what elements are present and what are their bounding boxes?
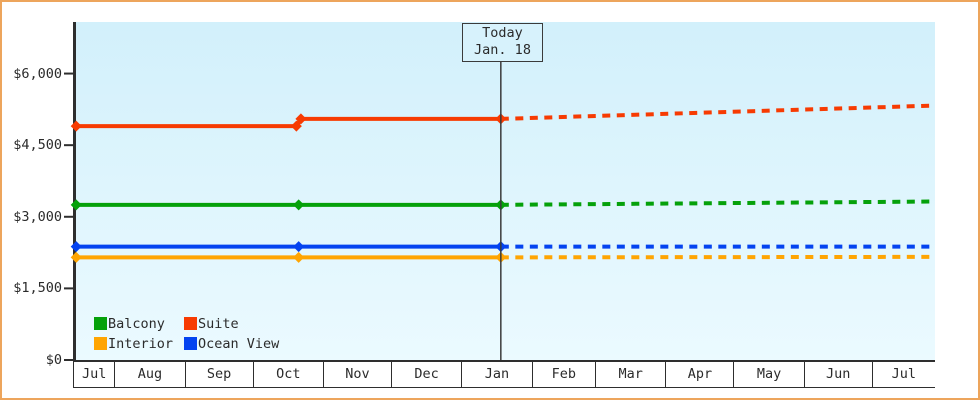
month-cell-oct-3: Oct	[253, 360, 324, 388]
y-axis-tick-label: $0	[45, 352, 62, 368]
legend-swatch-ocean-view	[184, 337, 197, 350]
legend-label-interior: Interior	[108, 335, 174, 352]
data-point-marker-ocean-view	[293, 241, 305, 253]
y-axis-tick-label: $1,500	[13, 280, 62, 297]
legend: Balcony Suite Interior Ocean View	[94, 315, 280, 352]
y-axis-tick-label: $4,500	[13, 137, 62, 154]
y-axis-tick-label: $6,000	[13, 65, 62, 82]
month-cell-dec-5: Dec	[391, 360, 463, 388]
series-forecast-line-suite	[500, 103, 936, 121]
month-cell-sep-2: Sep	[185, 360, 254, 388]
legend-label-balcony: Balcony	[108, 315, 165, 332]
legend-item-suite: Suite	[184, 315, 279, 332]
legend-swatch-interior	[94, 337, 107, 350]
y-axis-tick-label: $3,000	[13, 208, 62, 225]
data-point-marker-balcony	[293, 199, 305, 211]
today-label: Today	[482, 25, 523, 41]
data-point-marker-interior	[293, 251, 305, 263]
legend-swatch-balcony	[94, 317, 107, 330]
month-cell-jan-6: Jan	[462, 360, 533, 388]
data-point-marker-balcony	[70, 199, 82, 211]
series-forecast-line-balcony	[500, 199, 936, 207]
legend-label-ocean-view: Ocean View	[198, 335, 280, 352]
month-cell-feb-7: Feb	[532, 360, 597, 388]
data-point-marker-ocean-view	[70, 241, 82, 253]
month-cell-jun-11: Jun	[804, 360, 873, 388]
series-line-suite	[74, 116, 503, 129]
data-point-marker-suite	[70, 120, 82, 132]
plot-area-background	[73, 22, 935, 360]
data-point-marker-suite	[290, 120, 302, 132]
legend-item-balcony: Balcony	[94, 315, 184, 332]
legend-item-interior: Interior	[94, 335, 184, 352]
month-cell-may-10: May	[734, 360, 805, 388]
legend-swatch-suite	[184, 317, 197, 330]
legend-label-suite: Suite	[198, 315, 239, 332]
month-cell-apr-9: Apr	[666, 360, 735, 388]
x-axis-month-row: Jul Aug Sep Oct Nov Dec Jan Feb Mar Apr May Jun Jul	[2, 360, 978, 388]
month-cell-jul-0: Jul	[73, 360, 116, 388]
today-date: Jan. 18	[474, 42, 531, 58]
month-cell-nov-4: Nov	[323, 360, 392, 388]
month-cell-mar-8: Mar	[596, 360, 667, 388]
today-annotation-box: Today Jan. 18	[462, 23, 543, 62]
data-point-marker-interior	[70, 251, 82, 263]
month-cell-jul-12: Jul	[872, 360, 935, 388]
data-point-marker-suite	[295, 113, 307, 125]
month-cell-aug-1: Aug	[115, 360, 186, 388]
legend-item-ocean-view: Ocean View	[184, 335, 280, 352]
